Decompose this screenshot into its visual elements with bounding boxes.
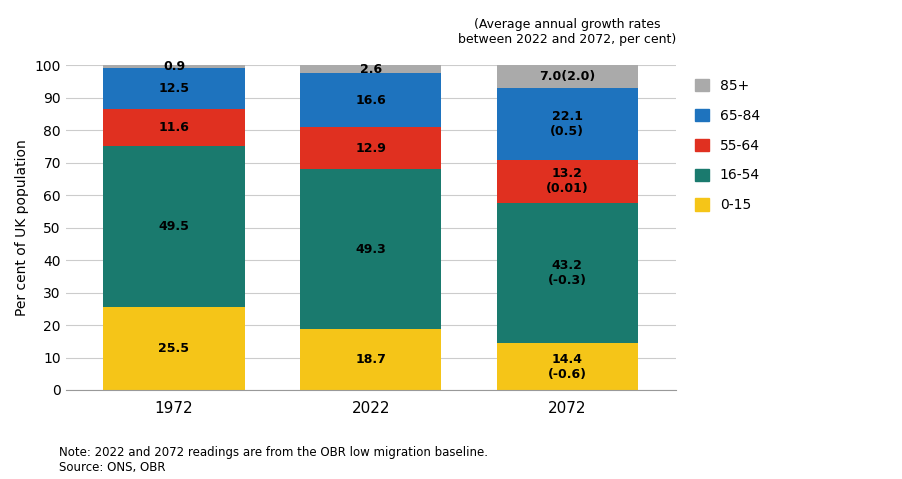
Text: 22.1
(0.5): 22.1 (0.5): [549, 110, 584, 138]
Bar: [103, 307, 244, 390]
Bar: [496, 160, 638, 203]
Bar: [103, 109, 244, 147]
Bar: [496, 88, 638, 160]
Text: 14.4
(-0.6): 14.4 (-0.6): [548, 353, 586, 381]
Bar: [103, 147, 244, 307]
Bar: [299, 65, 441, 73]
Text: 0.9: 0.9: [162, 60, 185, 73]
Text: 43.2
(-0.3): 43.2 (-0.3): [548, 259, 586, 287]
Bar: [103, 65, 244, 68]
Bar: [496, 66, 638, 88]
Bar: [496, 203, 638, 343]
Text: 12.5: 12.5: [158, 82, 189, 95]
Bar: [299, 329, 441, 390]
Bar: [496, 343, 638, 390]
Bar: [103, 68, 244, 109]
Bar: [299, 73, 441, 127]
Text: 18.7: 18.7: [354, 353, 386, 366]
Text: Note: 2022 and 2072 readings are from the OBR low migration baseline.
Source: ON: Note: 2022 and 2072 readings are from th…: [59, 446, 487, 474]
Text: 49.5: 49.5: [159, 220, 189, 233]
Y-axis label: Per cent of UK population: Per cent of UK population: [15, 139, 29, 316]
Text: 25.5: 25.5: [158, 342, 189, 355]
Text: 2.6: 2.6: [359, 63, 382, 76]
Text: 13.2
(0.01): 13.2 (0.01): [546, 168, 588, 195]
Bar: [299, 169, 441, 329]
Text: 11.6: 11.6: [159, 121, 189, 134]
Text: 16.6: 16.6: [354, 94, 385, 107]
Text: 12.9: 12.9: [354, 142, 386, 155]
Text: 49.3: 49.3: [354, 243, 385, 256]
Bar: [299, 127, 441, 169]
Text: 7.0(2.0): 7.0(2.0): [538, 70, 594, 83]
Legend: 85+, 65-84, 55-64, 16-54, 0-15: 85+, 65-84, 55-64, 16-54, 0-15: [694, 79, 759, 213]
Text: (Average annual growth rates
between 2022 and 2072, per cent): (Average annual growth rates between 202…: [457, 18, 676, 46]
